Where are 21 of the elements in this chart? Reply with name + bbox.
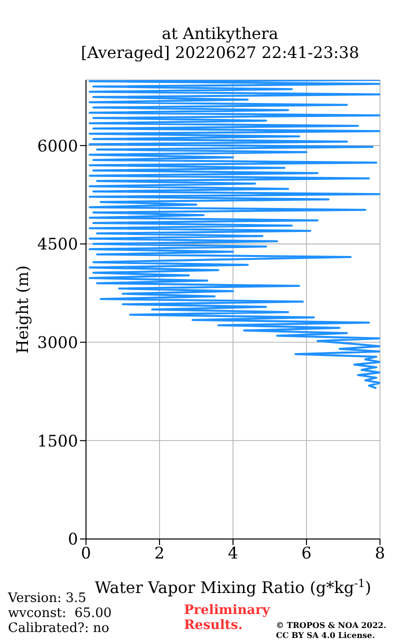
y-axis-title: Height (m) [13,265,32,354]
text: Calibrated?: no [8,621,110,636]
x-tick-label: 6 [301,543,312,562]
y-tick-label: 3000 [37,332,78,352]
x-axis-title: Water Vapor Mixing Ratio (g*kg$^{-1}$) [94,576,372,597]
chart-title: at Antikythera [162,24,278,43]
y-tick-label: 6000 [37,136,78,156]
text: Preliminary Results. [184,603,270,633]
x-tick-label: 8 [374,543,386,562]
text: CC BY SA 4.0 License. [276,630,375,640]
text: wvconst: 65.00 [8,606,112,621]
chart-subtitle: [Averaged] 20220627 22:41-23:38 [80,43,360,62]
x-tick-label: 2 [154,543,165,562]
text: Version: 3.5 [8,591,86,606]
text: © TROPOS & NOA 2022. [276,620,386,630]
y-tick-label: 4500 [37,234,78,254]
x-tick-label: 4 [228,543,238,562]
x-tick-label: 0 [80,543,92,562]
y-tick-label: 1500 [37,431,78,450]
y-tick-label: 0 [68,530,78,549]
line-series [88,80,380,390]
